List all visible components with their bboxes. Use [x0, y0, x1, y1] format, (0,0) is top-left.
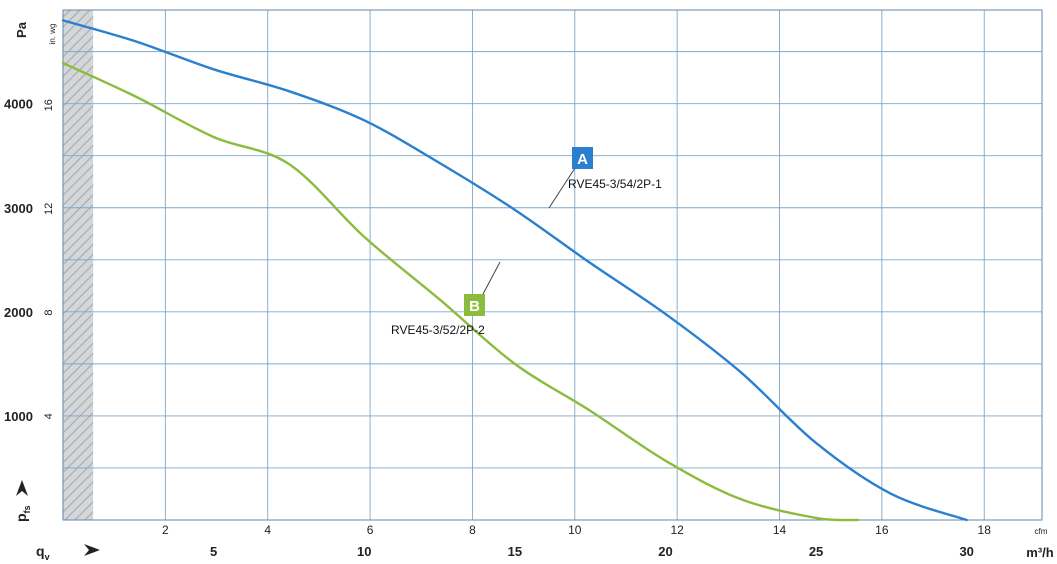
series-layer: [61, 19, 968, 522]
y-tick-pa: 3000: [4, 201, 33, 216]
x-tick-cfm: 2: [162, 523, 169, 537]
x-tick-m3h: 25: [809, 544, 823, 559]
y-tick-inwg: 8: [43, 310, 55, 316]
series-badge-A: [572, 147, 593, 169]
x-tick-cfm: 10: [568, 523, 582, 537]
pfs-arrow-icon: [16, 480, 28, 496]
x-tick-m3h: 5: [210, 544, 217, 559]
x-tick-m3h: 15: [508, 544, 522, 559]
x-tick-cfm: 12: [670, 523, 684, 537]
y-tick-pa: 2000: [4, 305, 33, 320]
x-tick-cfm: 6: [367, 523, 374, 537]
series-line-B: [61, 61, 860, 522]
x-axis-qv-label: qv: [36, 543, 100, 562]
qv-text: qv: [36, 543, 50, 562]
pfs-text: pfs: [13, 505, 32, 522]
series-labels: A RVE45-3/54/2P-1 B RVE45-3/52/2P-2: [391, 147, 662, 337]
y-tick-inwg: 4: [43, 413, 55, 419]
series-badge-B: [464, 294, 485, 316]
x-tick-m3h: 30: [959, 544, 973, 559]
y-unit-pa: Pa: [14, 21, 29, 38]
plot-background: [63, 10, 1042, 520]
grid: [62, 9, 1043, 521]
series-name-B: RVE45-3/52/2P-2: [391, 323, 485, 337]
plot-frame: [62, 9, 1043, 521]
x-tick-cfm: 8: [469, 523, 476, 537]
series-badge-letter-A: A: [577, 151, 588, 168]
series-badge-letter-B: B: [469, 298, 480, 315]
series-line-A: [61, 19, 968, 522]
x-tick-m3h: 20: [658, 544, 672, 559]
tick-labels: 1000 2000 3000 4000 4 8 12 16 2 4 6 8 10 12 14 16 18 5 10 1…: [4, 97, 991, 559]
x-tick-m3h: 10: [357, 544, 371, 559]
x-unit-cfm: cfm: [1035, 527, 1048, 536]
leader-line-A: [548, 167, 576, 209]
x-tick-cfm: 14: [773, 523, 787, 537]
x-tick-cfm: 4: [264, 523, 271, 537]
x-tick-cfm: 18: [978, 523, 992, 537]
y-unit-inwg: in. wg: [48, 24, 57, 45]
y-tick-inwg: 16: [43, 99, 55, 111]
qv-arrow-icon: [84, 544, 100, 556]
y-tick-inwg: 12: [43, 203, 55, 215]
y-tick-pa: 4000: [4, 97, 33, 112]
plot-area: [62, 9, 1043, 521]
hatched-region: [63, 10, 94, 520]
x-tick-cfm: 16: [875, 523, 889, 537]
y-tick-pa: 1000: [4, 409, 33, 424]
leader-line-B: [481, 261, 501, 297]
series-name-A: RVE45-3/54/2P-1: [568, 177, 662, 191]
x-unit-m3h: m³/h: [1026, 545, 1054, 560]
y-axis-pfs-label: pfs: [13, 480, 32, 522]
